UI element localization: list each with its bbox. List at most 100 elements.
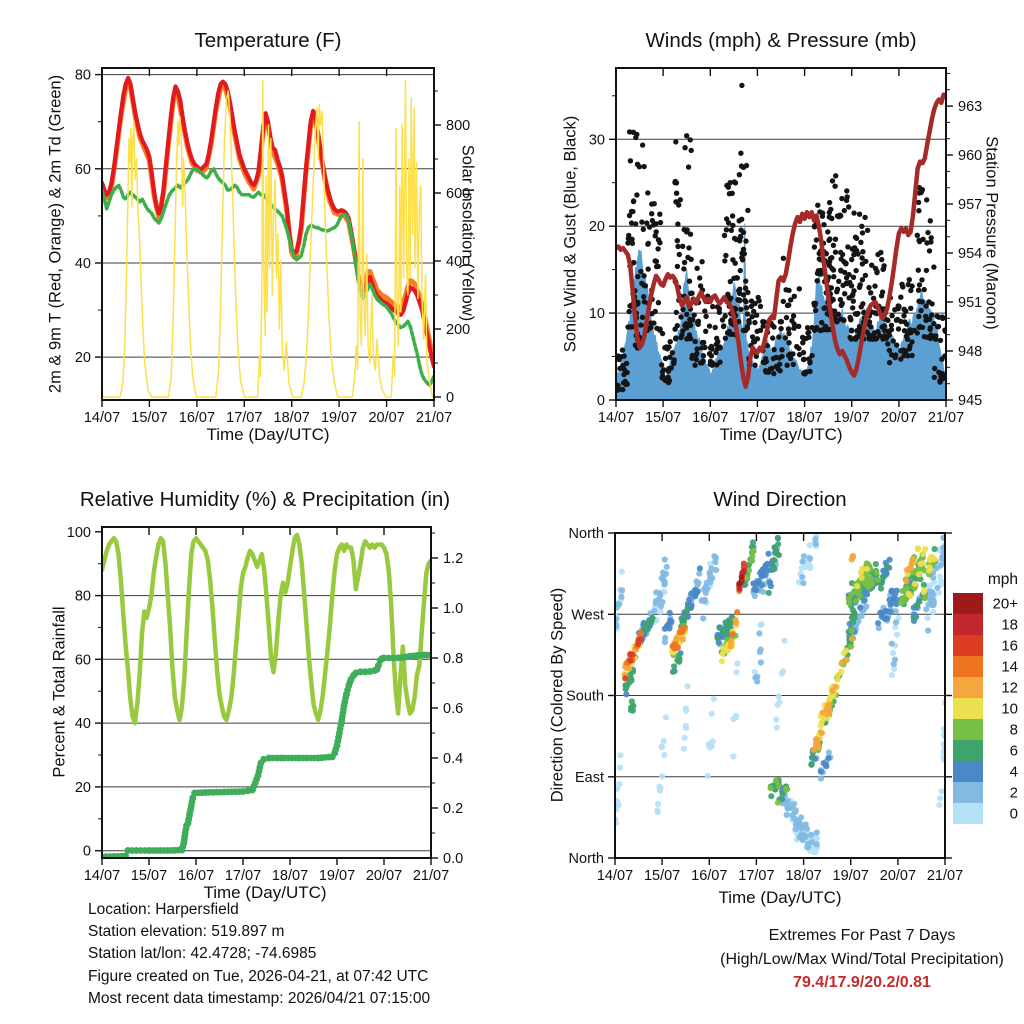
extremes-subtitle: (High/Low/Max Wind/Total Precipitation) [720, 950, 1004, 968]
svg-text:14/07: 14/07 [598, 410, 634, 426]
panel-title-wind-direction: Wind Direction [713, 488, 847, 511]
svg-text:20: 20 [589, 219, 605, 235]
x-axis-label-4: Time (Day/UTC) [718, 888, 842, 907]
svg-text:20/07: 20/07 [368, 410, 404, 426]
station-elevation: Station elevation: 519.897 m [88, 923, 285, 941]
station-latlon: Station lat/lon: 42.4728; -74.6985 [88, 945, 317, 963]
svg-text:21/07: 21/07 [416, 410, 452, 426]
svg-text:21/07: 21/07 [413, 868, 449, 884]
svg-text:0: 0 [1010, 806, 1018, 823]
svg-text:14/07: 14/07 [84, 410, 120, 426]
station-info: Location: Harpersfield Station elevation… [88, 899, 430, 1010]
extremes-values: 79.4/17.9/20.2/0.81 [793, 974, 931, 991]
svg-text:800: 800 [446, 118, 470, 134]
svg-text:East: East [575, 770, 604, 786]
svg-text:16/07: 16/07 [691, 868, 727, 884]
svg-text:19/07: 19/07 [834, 410, 870, 426]
svg-text:4: 4 [1010, 764, 1018, 781]
svg-text:16/07: 16/07 [179, 410, 215, 426]
svg-text:0: 0 [597, 393, 605, 409]
svg-text:21/07: 21/07 [927, 868, 963, 884]
svg-text:19/07: 19/07 [321, 410, 357, 426]
svg-text:15/07: 15/07 [645, 410, 681, 426]
svg-text:0.0: 0.0 [443, 851, 463, 867]
svg-text:North: North [569, 526, 604, 542]
figure-created: Figure created on Tue, 2026-04-21, at 07… [88, 967, 429, 985]
svg-text:15/07: 15/07 [644, 868, 680, 884]
panel-title-humidity-precip: Relative Humidity (%) & Precipitation (i… [79, 488, 451, 511]
svg-text:14: 14 [1001, 659, 1018, 676]
svg-text:18/07: 18/07 [786, 410, 822, 426]
svg-text:20: 20 [75, 780, 91, 796]
panel-title-winds-pressure: Winds (mph) & Pressure (mb) [645, 29, 917, 52]
svg-text:West: West [571, 607, 604, 623]
station-location: Location: Harpersfield [88, 901, 239, 918]
svg-text:60: 60 [75, 162, 91, 178]
svg-text:400: 400 [446, 254, 470, 270]
y-axis-label-temp-left: 2m & 9m T (Red, Orange) & 2m Td (Green) [46, 74, 65, 394]
svg-text:12: 12 [1001, 680, 1018, 697]
svg-text:20+: 20+ [993, 596, 1019, 613]
svg-text:0: 0 [83, 844, 91, 860]
svg-text:957: 957 [958, 197, 982, 213]
x-axis-label-3: Time (Day/UTC) [203, 883, 327, 902]
svg-text:0.2: 0.2 [443, 801, 463, 817]
svg-text:16: 16 [1001, 638, 1018, 655]
extremes-block: Extremes For Past 7 Days (High/Low/Max W… [712, 924, 1012, 995]
svg-text:14/07: 14/07 [84, 868, 120, 884]
svg-text:40: 40 [75, 716, 91, 732]
svg-text:14/07: 14/07 [597, 868, 633, 884]
svg-text:19/07: 19/07 [833, 868, 869, 884]
svg-text:948: 948 [958, 344, 982, 360]
x-axis-label-2: Time (Day/UTC) [719, 425, 843, 444]
svg-text:17/07: 17/07 [226, 410, 262, 426]
svg-text:954: 954 [958, 246, 982, 262]
svg-text:100: 100 [67, 525, 91, 541]
svg-text:15/07: 15/07 [131, 410, 167, 426]
svg-text:20/07: 20/07 [880, 868, 916, 884]
svg-text:North: North [569, 851, 604, 867]
svg-text:0: 0 [446, 390, 454, 406]
y-axis-label-direction-left: Direction (Colored By Speed) [548, 587, 567, 803]
svg-text:10: 10 [1001, 701, 1018, 718]
svg-text:600: 600 [446, 186, 470, 202]
svg-text:21/07: 21/07 [928, 410, 964, 426]
svg-text:19/07: 19/07 [319, 868, 355, 884]
y-axis-label-percent-left: Percent & Total Rainfall [50, 606, 69, 778]
y-axis-label-pressure-right: Station Pressure (Maroon) [982, 136, 1001, 330]
svg-text:20/07: 20/07 [366, 868, 402, 884]
svg-text:963: 963 [958, 99, 982, 115]
y-axis-label-wind-left: Sonic Wind & Gust (Blue, Black) [561, 115, 580, 353]
svg-text:2: 2 [1010, 785, 1018, 802]
y-axis-label-solar-right: Solar Insolation (Yellow) [458, 144, 477, 322]
svg-text:8: 8 [1010, 722, 1018, 739]
svg-text:16/07: 16/07 [178, 868, 214, 884]
svg-text:40: 40 [75, 256, 91, 272]
svg-text:1.0: 1.0 [443, 601, 463, 617]
svg-text:17/07: 17/07 [739, 410, 775, 426]
svg-text:mph: mph [988, 571, 1018, 588]
svg-text:30: 30 [589, 132, 605, 148]
svg-text:60: 60 [75, 652, 91, 668]
svg-text:16/07: 16/07 [692, 410, 728, 426]
svg-text:945: 945 [958, 393, 982, 409]
svg-text:1.2: 1.2 [443, 551, 463, 567]
svg-text:80: 80 [75, 68, 91, 84]
svg-text:18/07: 18/07 [274, 410, 310, 426]
svg-text:17/07: 17/07 [225, 868, 261, 884]
svg-text:18/07: 18/07 [785, 868, 821, 884]
svg-text:200: 200 [446, 322, 470, 338]
x-axis-label-1: Time (Day/UTC) [206, 425, 330, 444]
svg-text:0.8: 0.8 [443, 651, 463, 667]
svg-text:10: 10 [589, 306, 605, 322]
svg-text:951: 951 [958, 295, 982, 311]
recent-timestamp: Most recent data timestamp: 2026/04/21 0… [88, 989, 431, 1007]
svg-text:6: 6 [1010, 743, 1018, 760]
svg-text:0.4: 0.4 [443, 751, 463, 767]
svg-text:960: 960 [958, 148, 982, 164]
svg-text:15/07: 15/07 [131, 868, 167, 884]
panel-title-temperature: Temperature (F) [194, 29, 342, 52]
svg-text:18/07: 18/07 [272, 868, 308, 884]
